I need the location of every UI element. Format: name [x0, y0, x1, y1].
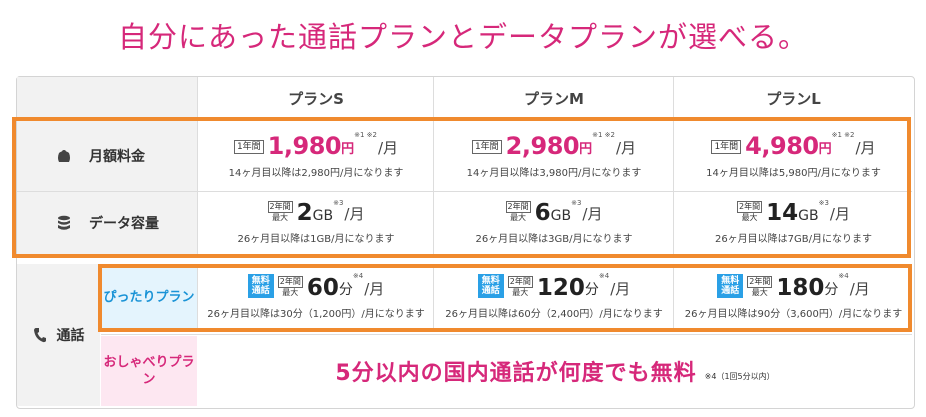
highlight-frame-fee-data	[12, 117, 911, 258]
plan-l-minutes: 180	[776, 275, 825, 301]
plan-m-minutes: 120	[536, 275, 585, 301]
data-capacity-label: データ容量	[17, 192, 197, 254]
plan-l-price-cell: 1年間 4,980 円 ※1 ※2 /月 14ヶ月目以降は5,980円/月になり…	[673, 121, 913, 191]
header-corner	[17, 77, 197, 117]
plan-s-header: プランS	[197, 77, 434, 117]
plan-s-call-cell: 無料通話 2年間 最大 60 分 ※4 /月 26ヶ月目以降は30分（1,200円…	[197, 266, 434, 328]
free-call-badge: 無料通話	[247, 274, 274, 298]
highlight-frame-pittari	[98, 264, 912, 332]
wallet-icon	[53, 148, 75, 164]
plan-s-price: 1,980	[267, 132, 342, 160]
plan-m-header: プランM	[433, 77, 674, 117]
monthly-fee-label: 月額料金	[17, 121, 197, 191]
row-divider	[17, 191, 912, 192]
phone-icon	[33, 327, 47, 343]
plan-m-price-cell: 1年間 2,980 円 ※1 ※2 /月 14ヶ月目以降は3,980円/月になり…	[433, 121, 674, 191]
page-headline: 自分にあった通話プランとデータプランが選べる。	[117, 20, 808, 54]
plan-s-gb: 2	[296, 200, 313, 226]
free-call-badge: 無料通話	[477, 274, 504, 298]
database-icon	[53, 215, 75, 231]
plan-m-gb: 6	[534, 200, 551, 226]
free-call-badge: 無料通話	[717, 274, 744, 298]
plan-m-price: 2,980	[505, 132, 580, 160]
plan-s-data-cell: 2年間 最大 2 GB ※3 /月 26ヶ月目以降は1GB/月になります	[197, 192, 434, 254]
call-label: 通話	[17, 264, 100, 406]
row-divider	[101, 334, 912, 335]
plan-m-data-cell: 2年間 最大 6 GB ※3 /月 26ヶ月目以降は3GB/月になります	[433, 192, 674, 254]
plan-m-call-cell: 無料通話 2年間 最大 120 分 ※4 /月 26ヶ月目以降は60分（2,400…	[433, 266, 674, 328]
oshaberi-plan-label: おしゃべりプラン	[101, 336, 197, 406]
plan-l-data-cell: 2年間 最大 14 GB ※3 /月 26ヶ月目以降は7GB/月になります	[673, 192, 913, 254]
plan-l-gb: 14	[766, 200, 799, 226]
plan-s-price-cell: 1年間 1,980 円 ※1 ※2 /月 14ヶ月目以降は2,980円/月になり…	[197, 121, 434, 191]
plan-l-call-cell: 無料通話 2年間 最大 180 分 ※4 /月 26ヶ月目以降は90分（3,600…	[673, 266, 913, 328]
pittari-plan-label: ぴったりプラン	[101, 266, 197, 328]
plan-l-header: プランL	[673, 77, 913, 117]
plan-s-minutes: 60	[306, 275, 339, 301]
plan-l-price: 4,980	[745, 132, 819, 160]
oshaberi-plan-description: 5分以内の国内通話が何度でも無料 ※4（1回5分以内）	[335, 361, 775, 386]
